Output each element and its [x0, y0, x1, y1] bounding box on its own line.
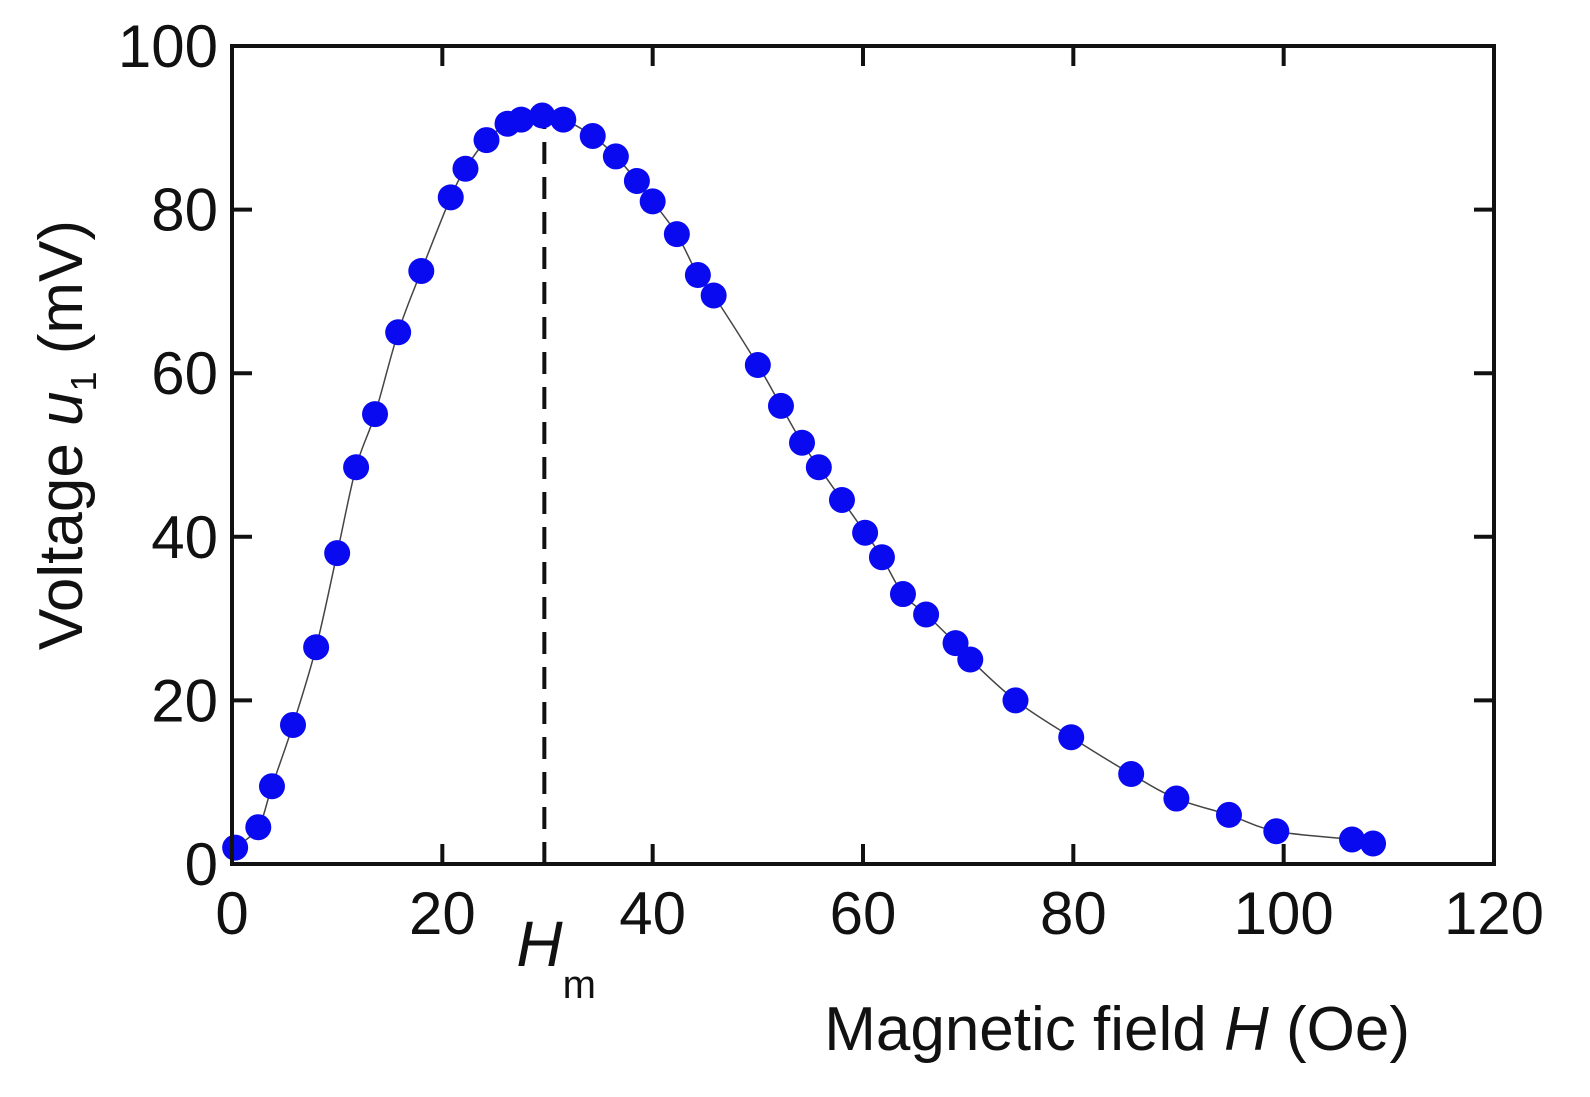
data-point-9: [408, 257, 435, 284]
x-title-unit: (Oe): [1269, 995, 1410, 1064]
y-title-unit: (mV): [27, 220, 96, 372]
data-point-21: [663, 221, 690, 248]
data-point-41: [1339, 826, 1366, 853]
y-tick-label-2: 40: [151, 504, 218, 571]
data-point-16: [550, 106, 577, 133]
data-point-10: [437, 184, 464, 211]
data-point-35: [1002, 687, 1029, 714]
data-point-11: [452, 155, 479, 182]
data-point-17: [579, 122, 606, 149]
y-tick-label-0: 0: [185, 831, 218, 898]
y-axis-title: Voltage u1 (mV): [27, 220, 104, 650]
y-tick-label-4: 80: [151, 177, 218, 244]
data-point-32: [913, 601, 940, 628]
x-tick-label-2: 40: [619, 880, 686, 947]
axis-ticks: [230, 44, 1496, 866]
data-point-19: [623, 167, 650, 194]
y-title-var: u: [27, 391, 96, 425]
y-tick-label-1: 20: [151, 667, 218, 734]
x-tick-label-6: 120: [1444, 880, 1544, 947]
x-tick-label-0: 0: [215, 880, 248, 947]
data-point-4: [303, 634, 330, 661]
x-title-var: H: [1224, 995, 1269, 1064]
data-point-22: [684, 262, 711, 289]
hm-sub: m: [563, 963, 596, 1007]
x-axis-title: Magnetic field H (Oe): [824, 995, 1410, 1064]
data-point-38: [1163, 785, 1190, 812]
data-point-2: [258, 773, 285, 800]
data-point-28: [828, 486, 855, 513]
y-title-text: Voltage: [27, 426, 96, 650]
data-point-34: [957, 646, 984, 673]
data-point-5: [324, 540, 351, 567]
data-point-37: [1118, 761, 1145, 788]
data-point-3: [279, 711, 306, 738]
data-point-26: [789, 429, 816, 456]
data-point-15: [529, 102, 556, 129]
y-title-sub: 1: [63, 371, 104, 391]
x-tick-label-1: 20: [409, 880, 476, 947]
data-point-18: [602, 143, 629, 170]
data-point-40: [1263, 818, 1290, 845]
data-point-12: [473, 127, 500, 154]
x-tick-label-3: 60: [830, 880, 897, 947]
y-tick-label-5: 100: [118, 13, 218, 80]
data-point-6: [343, 454, 370, 481]
data-point-23: [700, 282, 727, 309]
data-point-0: [222, 834, 249, 861]
data-point-25: [767, 392, 794, 419]
fit-curve: [234, 114, 1374, 849]
data-markers: [222, 102, 1387, 861]
data-point-29: [852, 519, 879, 546]
data-point-20: [639, 188, 666, 215]
data-point-1: [245, 814, 272, 841]
data-point-27: [805, 454, 832, 481]
hm-main: H: [516, 908, 563, 980]
data-point-14: [508, 106, 535, 133]
x-tick-labels: 0 20 40 60 80 100 120: [215, 880, 1544, 947]
data-point-39: [1215, 801, 1242, 828]
x-tick-label-5: 100: [1234, 880, 1334, 947]
data-point-7: [362, 401, 389, 428]
data-point-31: [889, 581, 916, 608]
y-tick-label-3: 60: [151, 340, 218, 407]
plot-frame: [230, 44, 1496, 866]
data-point-42: [1360, 830, 1387, 857]
data-point-24: [744, 352, 771, 379]
x-title-text: Magnetic field: [824, 995, 1224, 1064]
hm-annotation-label: Hm: [516, 908, 596, 1007]
x-tick-label-4: 80: [1040, 880, 1107, 947]
data-point-30: [868, 544, 895, 571]
data-point-8: [385, 319, 412, 346]
y-tick-labels: 0 20 40 60 80 100: [118, 13, 218, 898]
data-point-36: [1058, 724, 1085, 751]
